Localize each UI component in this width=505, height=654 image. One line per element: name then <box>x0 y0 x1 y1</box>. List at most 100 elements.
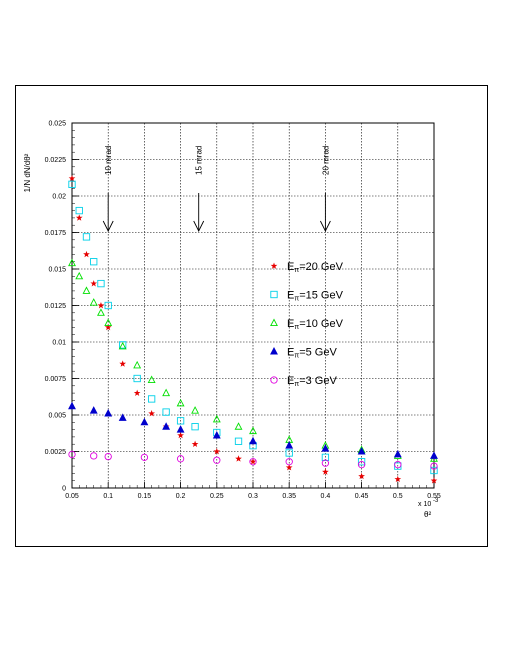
data-point <box>394 460 402 469</box>
x-axis-multiplier: x 10 <box>418 501 431 508</box>
data-point <box>357 460 366 469</box>
data-point <box>177 431 184 439</box>
axis-ticks: 0.05 0.1 0.15 0.2 0.25 0.3 0.35 0.4 0.45 0.5 0.55 0… <box>45 121 441 501</box>
annotation-arrow-head <box>193 220 205 233</box>
data-point <box>133 374 141 383</box>
data-point <box>82 233 91 241</box>
x-tick-label: 0.1 <box>103 493 113 500</box>
data-point <box>176 455 185 463</box>
data-point <box>176 417 185 425</box>
legend-label: Eπ=10 GeV <box>287 318 344 331</box>
data-point <box>285 441 294 449</box>
x-tick-label: 0.25 <box>210 493 224 500</box>
x-tick-label: 0.3 <box>248 493 258 500</box>
x-tick-label: 0.05 <box>65 493 79 500</box>
data-point <box>140 453 149 461</box>
y-tick-label: 0.0075 <box>45 376 67 383</box>
annotations: 10 mrad 15 mrad 20 mrad <box>102 146 331 233</box>
data-point <box>90 452 98 460</box>
data-point <box>235 455 242 462</box>
annotation-label: 15 mrad <box>195 146 204 175</box>
x-tick-label: 0.2 <box>176 493 186 500</box>
data-point <box>75 271 84 280</box>
annotation-arrow-head <box>102 220 114 233</box>
data-point <box>68 450 76 459</box>
y-tick-label: 0.0175 <box>45 230 67 237</box>
data-point <box>162 422 171 430</box>
data-point <box>191 440 199 448</box>
data-point <box>176 398 185 407</box>
data-point <box>285 464 293 471</box>
data-point <box>68 401 76 410</box>
data-point <box>133 360 142 369</box>
data-point <box>394 475 402 483</box>
annotation-arrow-head <box>319 220 331 233</box>
data-point <box>104 318 113 327</box>
legend-marker <box>270 290 278 299</box>
data-point <box>249 426 257 435</box>
y-axis-label: 1/N dN/dθ² <box>23 153 32 192</box>
legend-label: Eπ=5 GeV <box>287 347 337 360</box>
data-point <box>430 477 438 484</box>
x-axis-label: θ² <box>424 510 431 519</box>
data-point <box>90 280 98 287</box>
data-point <box>430 462 438 470</box>
annotation-label: 10 mrad <box>104 146 113 175</box>
series-2 <box>68 180 438 475</box>
x-tick-label: 0.15 <box>138 493 152 500</box>
data-point <box>430 451 438 459</box>
legend-marker <box>270 262 278 269</box>
data-point <box>162 408 170 416</box>
x-axis-multiplier-exponent: -3 <box>433 498 439 504</box>
legend-marker <box>270 376 278 384</box>
legend-label: Eπ=3 GeV <box>287 375 337 388</box>
x-tick-label: 0.4 <box>321 493 331 500</box>
legend-marker <box>270 347 278 355</box>
data-point <box>191 423 199 431</box>
data-point <box>357 447 366 455</box>
data-point <box>119 341 127 349</box>
data-point <box>393 449 402 458</box>
data-point <box>97 279 105 288</box>
data-point <box>176 425 185 433</box>
data-point <box>68 258 76 267</box>
data-point <box>118 413 127 421</box>
data-point <box>68 180 76 188</box>
legend-marker <box>270 318 278 327</box>
data-point <box>104 323 112 331</box>
data-point <box>234 437 243 445</box>
data-point <box>90 258 98 266</box>
data-point <box>430 466 438 475</box>
data-point <box>147 375 156 383</box>
data-point <box>213 447 221 455</box>
data-point <box>104 301 112 310</box>
data-point <box>321 444 330 452</box>
data-point <box>234 422 243 430</box>
series-4 <box>68 401 438 459</box>
data-point <box>97 301 105 309</box>
data-point <box>82 286 91 294</box>
data-point <box>75 214 83 221</box>
data-point <box>358 472 365 480</box>
data-point <box>83 250 90 258</box>
data-point <box>249 436 257 445</box>
data-point <box>249 458 257 466</box>
data-point <box>249 458 257 465</box>
data-point <box>213 456 221 464</box>
data-point <box>322 468 329 475</box>
chart-frame <box>15 85 488 547</box>
series-5 <box>68 450 438 470</box>
data-point <box>97 308 105 316</box>
annotation-label: 20 mrad <box>321 146 330 175</box>
data-point <box>89 406 98 414</box>
data-point <box>162 388 171 397</box>
data-point <box>285 449 293 457</box>
data-point <box>133 389 141 396</box>
x-tick-label: 0.5 <box>393 493 403 500</box>
data-series <box>68 174 438 484</box>
data-point <box>321 459 330 467</box>
data-point <box>104 409 113 417</box>
data-point <box>119 360 127 367</box>
data-point <box>148 410 155 417</box>
